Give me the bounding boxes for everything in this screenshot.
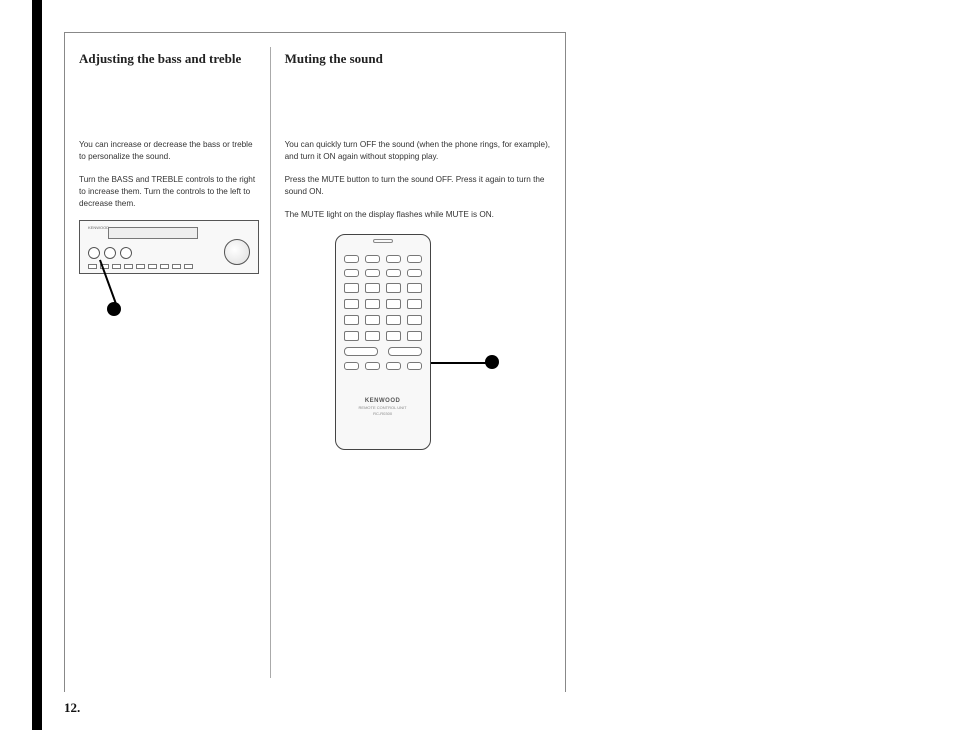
para-bass-intro: You can increase or decrease the bass or… xyxy=(79,139,260,163)
receiver-body: KENWOOD xyxy=(79,220,259,274)
remote-button xyxy=(344,255,359,263)
remote-button xyxy=(365,362,380,370)
remote-button xyxy=(407,315,422,325)
remote-row xyxy=(344,269,422,277)
remote-button xyxy=(344,299,359,309)
para-mute-intro: You can quickly turn OFF the sound (when… xyxy=(285,139,551,163)
remote-button xyxy=(344,362,359,370)
volume-knob xyxy=(224,239,250,265)
remote-mute-button xyxy=(407,362,422,370)
remote-button xyxy=(407,269,422,277)
column-bass-treble: Adjusting the bass and treble You can in… xyxy=(65,33,270,692)
remote-button xyxy=(365,255,380,263)
receiver-button xyxy=(148,264,157,269)
treble-knob xyxy=(104,247,116,259)
manual-page: Adjusting the bass and treble You can in… xyxy=(64,32,566,692)
remote-button xyxy=(407,255,422,263)
remote-button xyxy=(407,331,422,341)
remote-row-mute xyxy=(344,362,422,370)
remote-button xyxy=(365,299,380,309)
balance-knob xyxy=(120,247,132,259)
remote-ir-window xyxy=(373,239,393,243)
receiver-button xyxy=(88,264,97,269)
remote-row xyxy=(344,283,422,293)
remote-row xyxy=(344,315,422,325)
scan-black-edge xyxy=(32,0,42,730)
remote-button xyxy=(365,269,380,277)
receiver-display xyxy=(108,227,198,239)
page-number: 12. xyxy=(64,700,80,716)
receiver-button xyxy=(172,264,181,269)
remote-button xyxy=(407,299,422,309)
bass-knob xyxy=(88,247,100,259)
receiver-button xyxy=(136,264,145,269)
receiver-brand-label: KENWOOD xyxy=(88,225,109,230)
remote-row xyxy=(344,331,422,341)
heading-bass-treble: Adjusting the bass and treble xyxy=(79,51,260,67)
remote-button xyxy=(344,283,359,293)
remote-sub-label-1: REMOTE CONTROL UNIT xyxy=(344,405,422,410)
remote-button xyxy=(344,315,359,325)
remote-button-wide xyxy=(344,347,378,356)
callout-line-remote xyxy=(431,362,487,364)
remote-sub-label-2: RC-R0300 xyxy=(344,411,422,416)
remote-button xyxy=(386,299,401,309)
receiver-button xyxy=(124,264,133,269)
column-mute: Muting the sound You can quickly turn OF… xyxy=(271,33,565,692)
remote-button xyxy=(344,269,359,277)
receiver-button xyxy=(160,264,169,269)
para-bass-instruction: Turn the BASS and TREBLE controls to the… xyxy=(79,174,260,210)
receiver-illustration: KENWOOD xyxy=(79,220,260,274)
remote-button xyxy=(386,283,401,293)
remote-row xyxy=(344,299,422,309)
remote-button xyxy=(386,315,401,325)
two-column-layout: Adjusting the bass and treble You can in… xyxy=(65,33,565,692)
remote-brand-label: KENWOOD xyxy=(344,398,422,404)
remote-button xyxy=(386,331,401,341)
callout-dot-remote xyxy=(485,355,499,369)
remote-illustration: KENWOOD REMOTE CONTROL UNIT RC-R0300 xyxy=(335,234,551,450)
receiver-button xyxy=(184,264,193,269)
remote-button xyxy=(344,331,359,341)
para-mute-light: The MUTE light on the display flashes wh… xyxy=(285,209,551,221)
heading-mute: Muting the sound xyxy=(285,51,551,67)
remote-button xyxy=(365,283,380,293)
remote-row xyxy=(344,255,422,263)
remote-button xyxy=(386,255,401,263)
remote-button xyxy=(407,283,422,293)
remote-body: KENWOOD REMOTE CONTROL UNIT RC-R0300 xyxy=(335,234,431,450)
remote-button xyxy=(386,269,401,277)
remote-button xyxy=(365,315,380,325)
remote-row xyxy=(344,347,422,356)
remote-button xyxy=(386,362,401,370)
callout-dot-receiver xyxy=(107,302,121,316)
remote-button xyxy=(365,331,380,341)
receiver-button xyxy=(112,264,121,269)
remote-button-wide xyxy=(388,347,422,356)
para-mute-instruction: Press the MUTE button to turn the sound … xyxy=(285,174,551,198)
